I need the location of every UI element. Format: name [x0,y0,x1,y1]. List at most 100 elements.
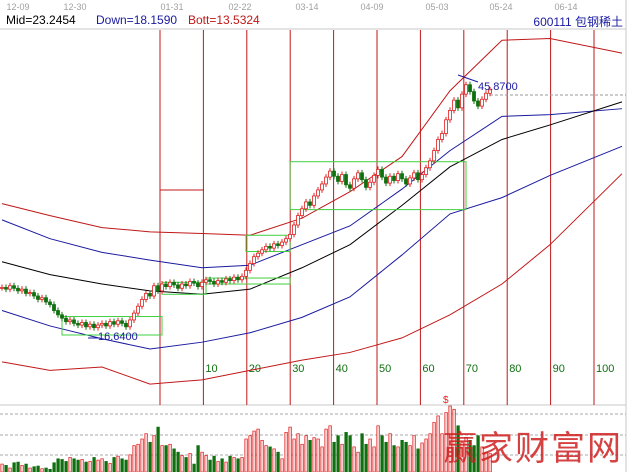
volume-bar [244,438,248,472]
candle [432,150,436,162]
volume-bar [116,455,120,472]
volume-bar [88,461,92,472]
candle [40,297,44,300]
volume-bar [236,458,240,472]
candle [232,276,236,282]
candle [88,323,92,328]
candle [392,175,396,181]
candle [408,177,412,185]
volume-bar [424,438,428,472]
volume-bar [168,443,172,472]
candle [16,287,20,292]
volume-bar [64,461,68,472]
candle [460,93,464,109]
volume-bar [224,461,228,472]
volume-bar [132,445,136,472]
candle [84,322,88,328]
volume-bar [160,445,164,472]
candle [348,184,352,189]
volume-bar [212,455,216,472]
candle [220,280,224,283]
watermark-logo: 赢家财富网 [443,429,623,469]
volume-bar [472,445,476,472]
candle [4,287,8,290]
volume-bar [376,425,380,472]
volume-bar [68,457,72,472]
volume-bar [284,432,288,472]
candle [192,281,196,284]
volume-bar [420,442,424,472]
date-tick-label: 06-14 [554,2,577,12]
volume-bar [364,443,368,472]
candle [140,299,144,307]
volume-bar [128,454,132,472]
candle [488,89,492,94]
candle [24,288,28,294]
candle [196,282,200,287]
candle [184,283,188,287]
volume-bar [52,462,56,472]
volume-bar [36,465,40,472]
volume-bar [180,455,184,472]
candle [60,314,64,319]
candle [68,319,72,323]
candle [160,283,164,292]
volume-bar [268,446,272,472]
candle [36,295,40,300]
volume-bar [32,466,36,472]
volume-bar [56,458,60,472]
volume-bar [324,428,328,472]
date-tick-label: 05-03 [425,2,448,12]
candle [188,281,192,287]
candle [268,245,272,249]
volume-bar [336,435,340,472]
candle [452,99,456,111]
cycle-label: 10 [205,363,217,375]
volume-bar [72,458,76,472]
date-tick-label: 04-09 [360,2,383,12]
candle [368,181,372,188]
candle [324,176,328,185]
volume-bar [432,422,436,472]
volume-bar [400,439,404,472]
volume-bar [252,430,256,472]
down-value: Down=18.1590 [96,13,178,27]
candle [236,276,240,281]
range-box [61,316,163,336]
candle [340,174,344,182]
low-price-label: 16.6400 [98,331,138,343]
volume-bar [176,451,180,472]
candle [76,322,80,326]
volume-bar [20,465,24,472]
volume-bar [308,439,312,472]
volume-bar [372,446,376,472]
cycle-label: 80 [509,363,521,375]
volume-bar [100,458,104,472]
volume-bar [480,446,484,472]
volume-bar [440,433,444,472]
candle [56,310,60,316]
volume-bar [200,451,204,472]
volume-bar [172,448,176,472]
volume-bar [4,465,8,472]
candle [240,275,244,281]
candle [28,292,32,294]
volume-bar [264,445,268,472]
candle [168,281,172,287]
cycle-label: 40 [336,363,348,375]
candle [20,288,24,292]
candle [272,243,276,249]
date-tick-label: 02-22 [228,2,251,12]
band-middle [1,101,623,295]
candle [148,293,152,297]
volume-bar [276,451,280,472]
volume-bar [292,438,296,472]
volume-bar [96,459,100,472]
volume-bar [108,463,112,472]
range-box [289,161,467,211]
candle [444,119,448,134]
candle [400,173,404,180]
date-tick-label: 01-31 [160,2,183,12]
candle [296,215,300,226]
